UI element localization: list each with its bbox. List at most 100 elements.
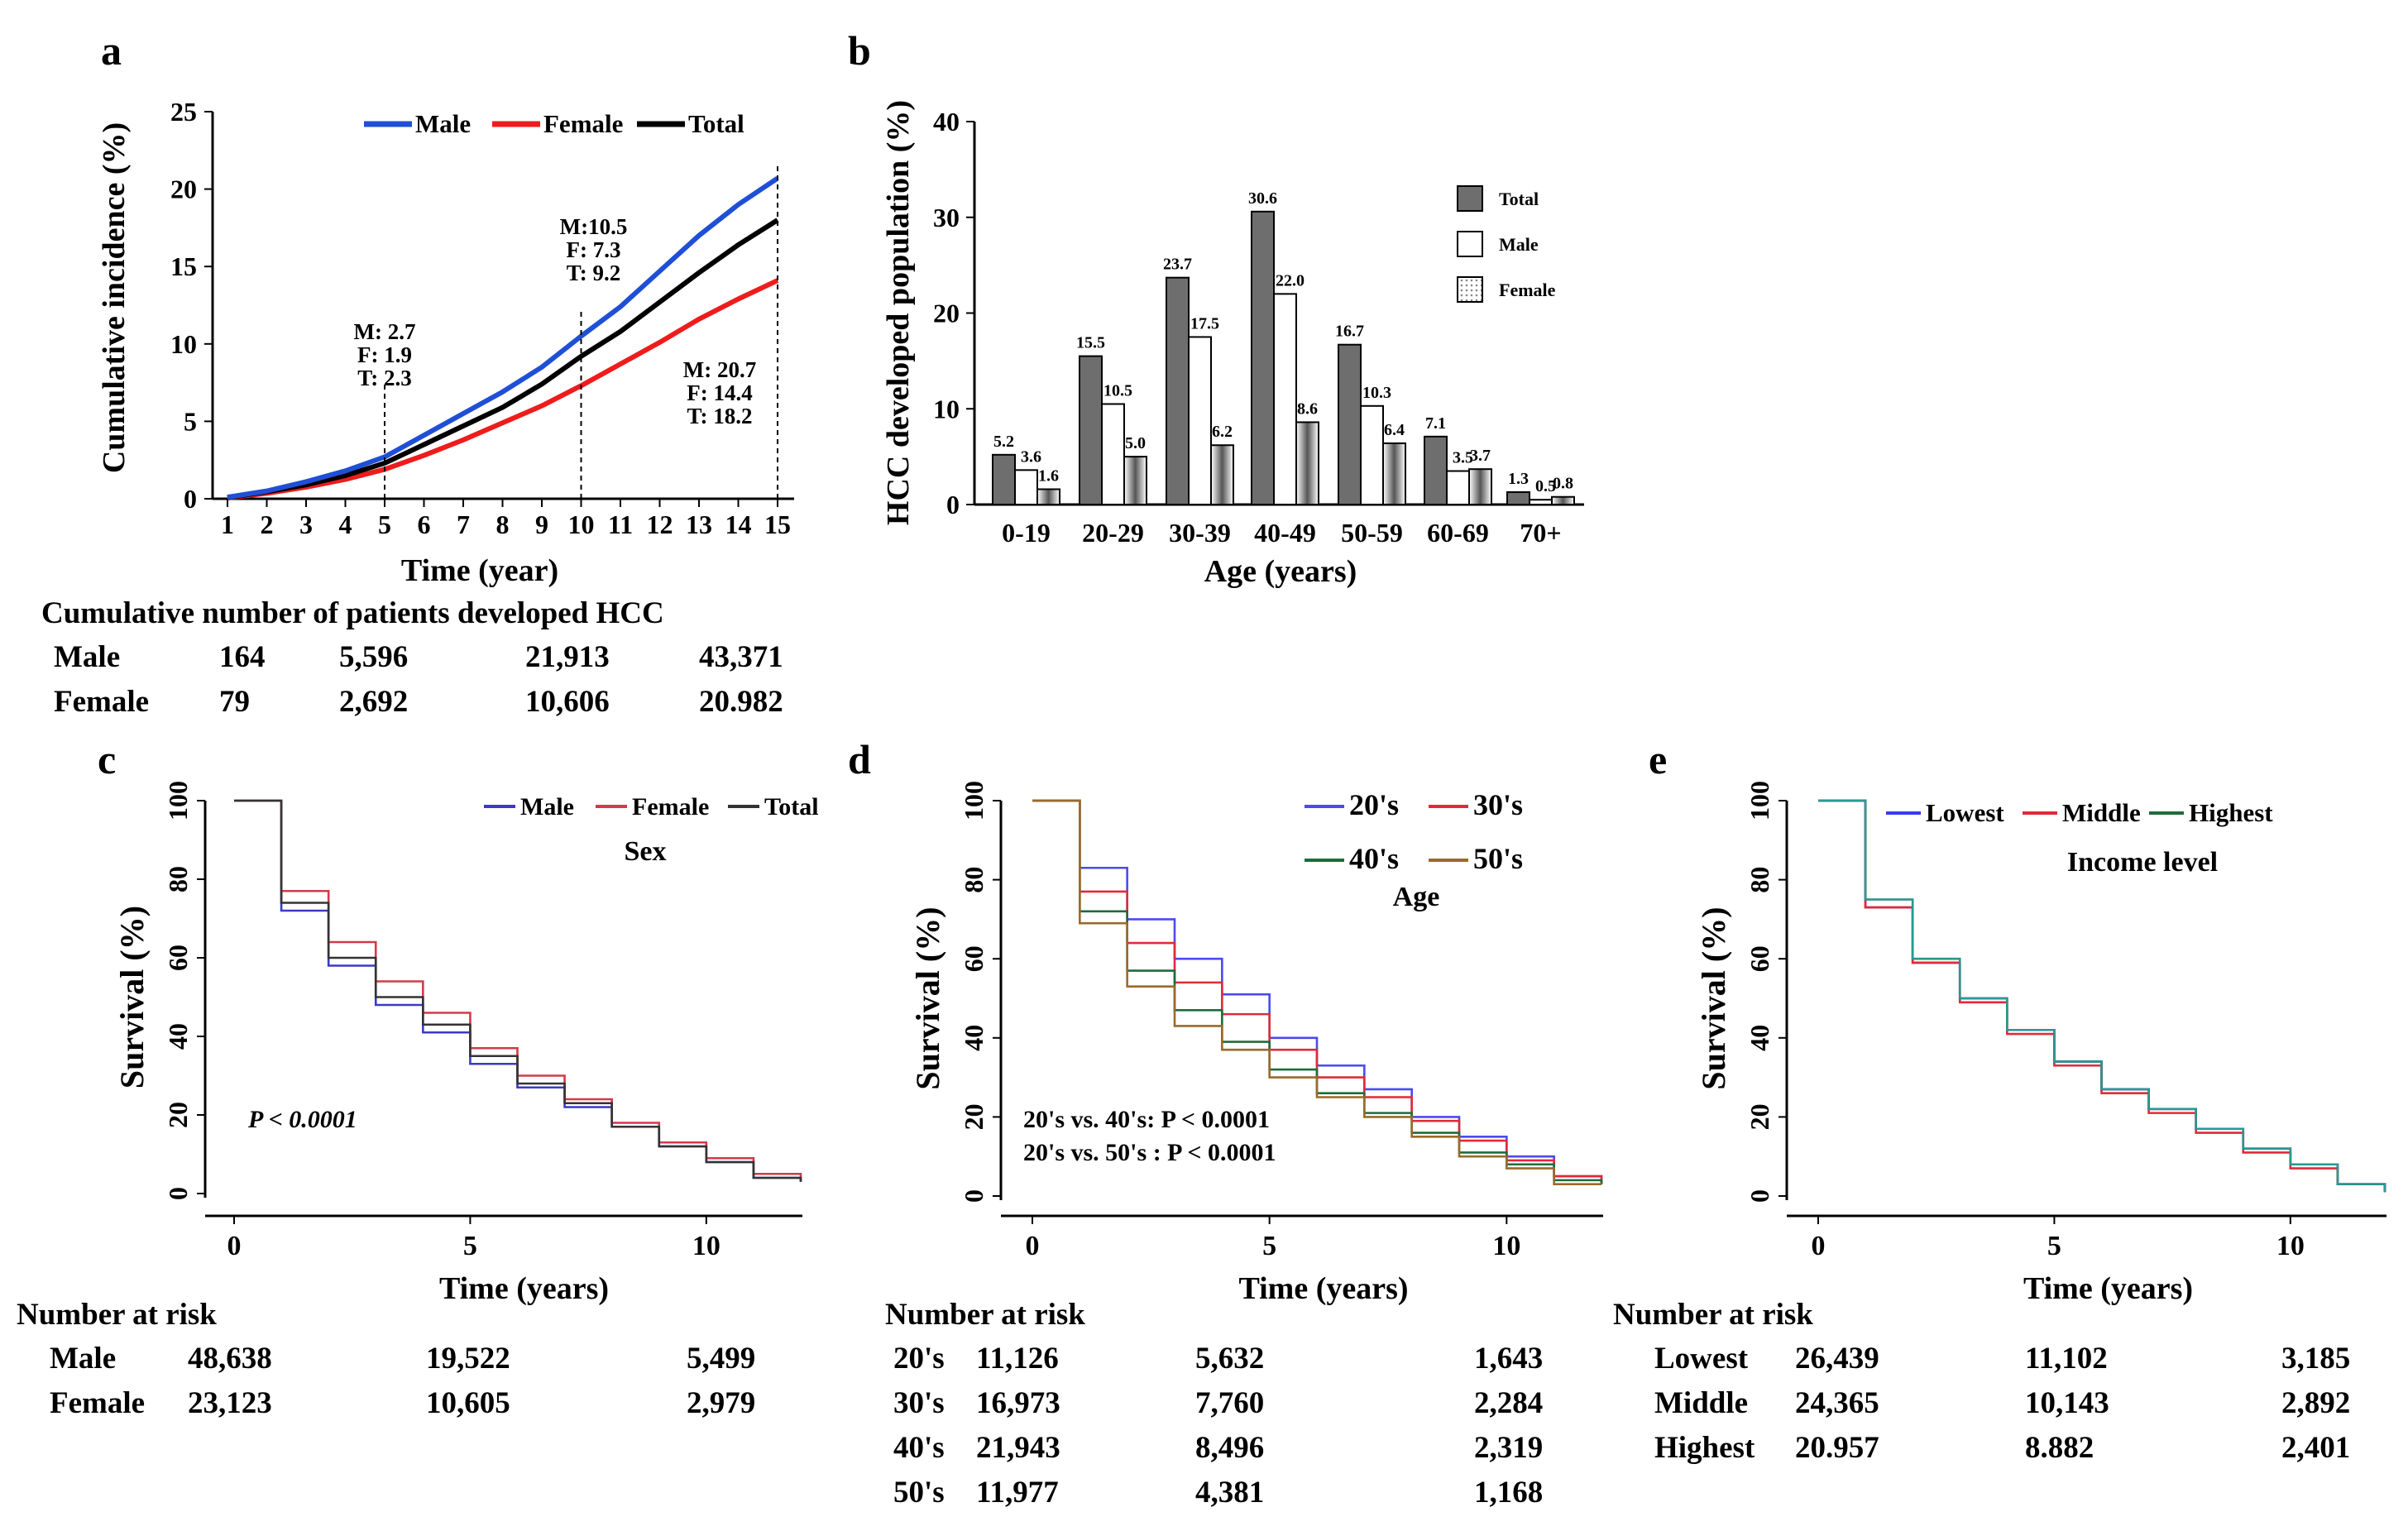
panel-a-annotation-text: F: 1.9 <box>357 342 412 367</box>
panel-e-table-title: Number at risk <box>1613 1298 1813 1332</box>
panel-c-legend-label: Male <box>520 793 574 821</box>
panel-c-legend-label: Female <box>632 793 709 821</box>
panel-b-category-label: 60-69 <box>1427 518 1489 548</box>
panel-d-table-title: Number at risk <box>885 1298 1085 1332</box>
panel-d-legend-label: 30's <box>1473 788 1523 821</box>
panel-b-y-tick-label: 30 <box>933 203 960 232</box>
panel-b-category-label: 20-29 <box>1082 518 1144 548</box>
panel-d-table-row-label: 50's <box>893 1476 945 1509</box>
panel-d-table-cell: 2,284 <box>1474 1386 1544 1420</box>
panel-b-y-tick-label: 20 <box>933 299 960 328</box>
panel-d-table-cell: 2,319 <box>1474 1431 1544 1465</box>
panel-a-line-total <box>227 218 779 500</box>
panel-a-line-female <box>227 278 779 501</box>
panel-a-table-row-label: Female <box>54 685 150 719</box>
panel-e-table-cell: 11,102 <box>2025 1342 2108 1376</box>
panel-a-x-tick-label: 9 <box>535 510 548 539</box>
panel-e-legend-label: Highest <box>2189 798 2273 827</box>
panel-d-x-tick-label: 10 <box>1492 1231 1520 1261</box>
panel-b-bar-total <box>992 453 1016 505</box>
panel-a-table-cell: 20.982 <box>699 685 783 719</box>
panel-c-chart: 0 20 40 60 80 100 0 5 10 Time (years) Survival (%)… <box>113 781 819 1306</box>
panel-c-table-cell: 19,522 <box>426 1342 510 1376</box>
panel-c-y-tick-label: 60 <box>163 945 193 971</box>
panel-d-y-tick-label: 80 <box>959 867 989 893</box>
panel-c-y-tick-label: 80 <box>163 866 193 892</box>
panel-d-subtitle: Age <box>1393 882 1440 912</box>
panel-b-legend-label: Female <box>1499 280 1556 300</box>
panel-e-table-cell: 26,439 <box>1795 1342 1879 1376</box>
panel-d-p-value: 20's vs. 50's : P < 0.0001 <box>1023 1139 1276 1166</box>
panel-b-bar-label: 16.7 <box>1335 323 1364 341</box>
panel-b-legend-swatch <box>1457 276 1483 303</box>
panel-a-x-tick-label: 1 <box>221 510 234 539</box>
panel-d-table-row-label: 30's <box>893 1386 945 1420</box>
panel-c-x-tick-label: 0 <box>227 1231 242 1261</box>
panel-b-y-label: HCC developed population (%) <box>881 100 916 525</box>
panel-b-bar-female <box>1295 421 1319 505</box>
panel-b-bar-label: 15.5 <box>1076 334 1105 352</box>
panel-a-annotation-text: M:10.5 <box>560 214 628 239</box>
panel-d-table-cell: 4,381 <box>1195 1476 1265 1509</box>
panel-label-c: c <box>98 736 116 782</box>
panel-e-curve-overlay <box>1818 799 2386 1193</box>
panel-d-table-cell: 7,760 <box>1195 1386 1265 1420</box>
panel-a-annotation-text: M: 2.7 <box>354 319 416 344</box>
panel-b-bar-female <box>1551 495 1575 505</box>
panel-a-x-tick-label: 13 <box>686 510 712 539</box>
panel-b-bar-label: 5.2 <box>993 433 1014 451</box>
panel-b-bar-label: 30.6 <box>1248 189 1277 208</box>
panel-b-bar-label: 3.7 <box>1470 447 1491 465</box>
panel-b-chart: 0 10 20 30 40 5.2 3.61.6 0-19 15.5 10.5 5.0 20-29 2… <box>881 100 1584 589</box>
panel-d-y-label: Survival (%) <box>909 907 946 1089</box>
panel-d-y-tick-label: 40 <box>959 1025 989 1051</box>
panel-b-bar-label: 6.4 <box>1384 421 1405 439</box>
panel-a-annotation-text: F: 7.3 <box>567 237 621 262</box>
panel-a-annotation-text: T: 2.3 <box>357 366 412 390</box>
panel-a-x-tick-label: 5 <box>378 510 391 539</box>
panel-a-x-tick-label: 4 <box>339 510 352 539</box>
panel-e-legend-label: Lowest <box>1926 798 2004 827</box>
panel-d-legend-label: 20's <box>1349 788 1399 821</box>
panel-b-bar-total <box>1166 276 1190 505</box>
panel-a-legend-label: Female <box>543 109 623 138</box>
panel-b-bar-label: 22.0 <box>1276 271 1305 289</box>
panel-a-legend-label: Male <box>415 109 471 138</box>
panel-c-y-tick-label: 100 <box>163 781 193 821</box>
panel-e-subtitle: Income level <box>2067 847 2218 878</box>
panel-c-table-cell: 23,123 <box>188 1386 272 1420</box>
panel-b-bar-total <box>1506 490 1530 506</box>
panel-c-x-tick-label: 5 <box>463 1231 477 1261</box>
panel-b-bar-male <box>1188 336 1212 505</box>
panel-b-bar-female <box>1468 468 1492 505</box>
panel-a-x-tick-label: 14 <box>725 510 752 539</box>
panel-e-y-label: Survival (%) <box>1695 907 1732 1089</box>
panel-c-curve-total <box>234 799 802 1182</box>
panel-a-y-tick-label: 20 <box>170 175 197 204</box>
panel-b-category-label: 40-49 <box>1254 518 1316 548</box>
panel-c-table-row-label: Female <box>50 1386 146 1420</box>
panel-a-table-cell: 43,371 <box>699 640 783 674</box>
panel-a-x-label: Time (year) <box>401 553 558 588</box>
panel-a-x-tick-label: 6 <box>418 510 431 539</box>
panel-b-legend-label: Male <box>1499 234 1539 255</box>
panel-a-table-cell: 10,606 <box>525 685 610 719</box>
panel-c-table-row-label: Male <box>50 1342 117 1376</box>
panel-e-y-tick-label: 80 <box>1745 867 1774 893</box>
panel-b-bar-label: 3.5 <box>1453 448 1473 466</box>
panel-b-bar-label: 1.6 <box>1038 466 1059 485</box>
panel-a-table-cell: 21,913 <box>525 640 610 674</box>
panel-b-category-label: 70+ <box>1520 518 1561 548</box>
panel-e-table-row-label: Middle <box>1654 1386 1749 1420</box>
panel-d-y-tick-label: 60 <box>959 945 989 972</box>
panel-c-y-tick-label: 40 <box>163 1023 193 1050</box>
panel-a-annotation-text: M: 20.7 <box>683 357 756 382</box>
panel-e-x-tick-label: 0 <box>1812 1231 1826 1261</box>
panel-c-p-value: P < 0.0001 <box>247 1106 357 1133</box>
panel-b-bar-label: 17.5 <box>1190 314 1219 333</box>
panel-c-subtitle: Sex <box>625 836 667 867</box>
panel-b-bar-male <box>1101 403 1125 505</box>
panel-e-y-tick-label: 20 <box>1745 1103 1774 1130</box>
panel-a-table-row-label: Male <box>54 640 121 674</box>
